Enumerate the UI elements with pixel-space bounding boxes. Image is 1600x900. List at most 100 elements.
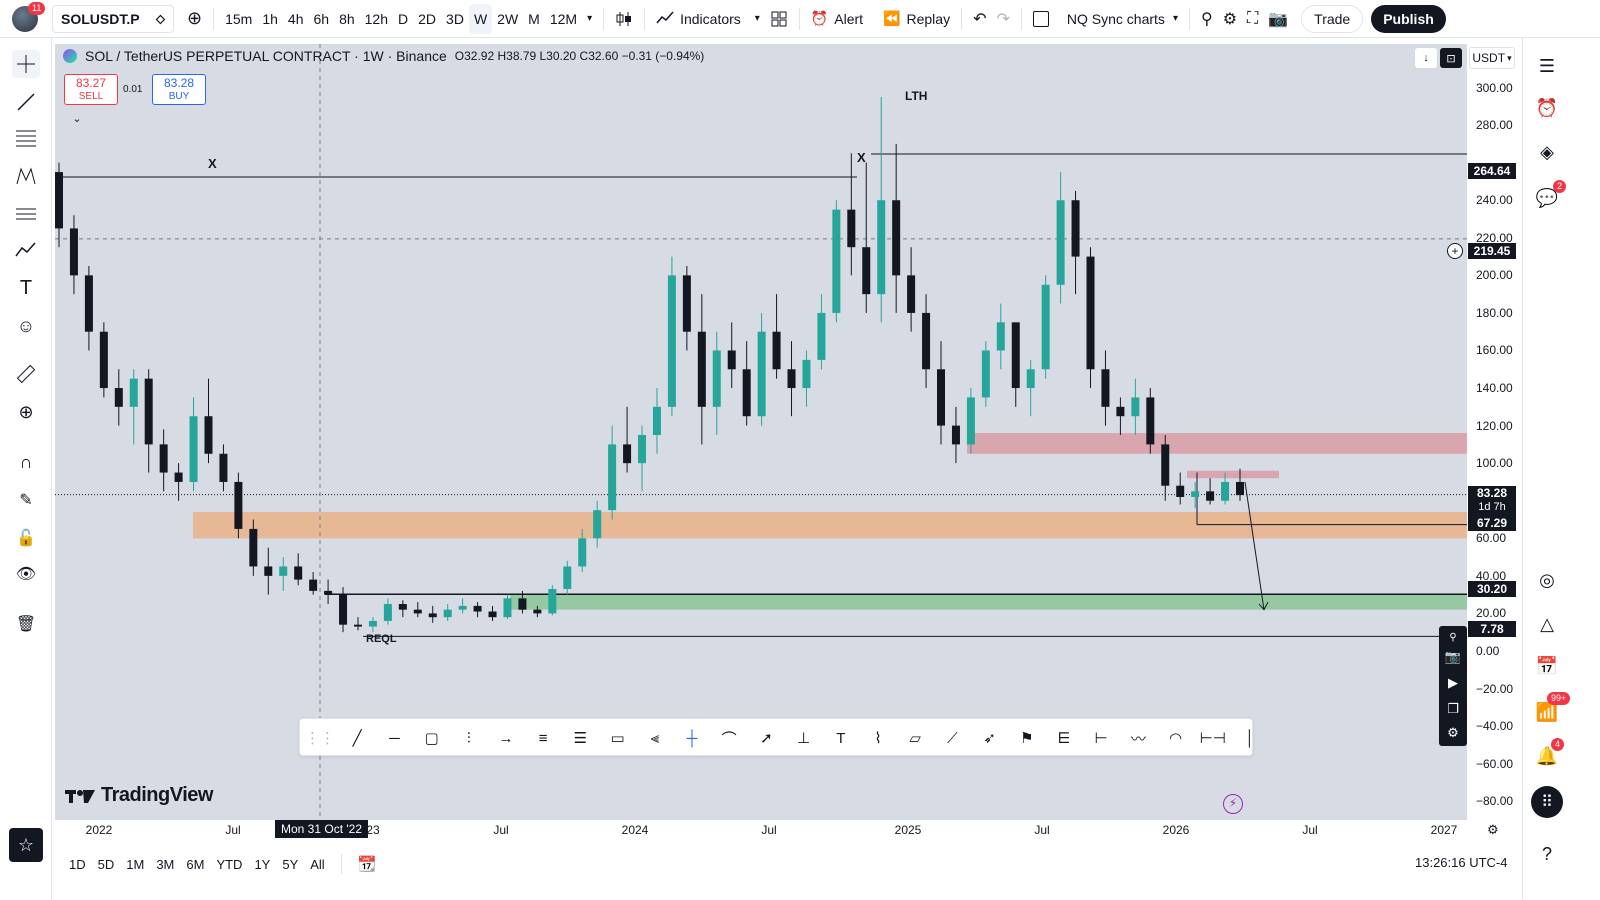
lightning-icon[interactable]: ⚡: [1223, 794, 1243, 814]
chat-icon[interactable]: 💬 2: [1531, 180, 1567, 214]
layout-checkbox[interactable]: [1028, 4, 1054, 34]
zoom-icon[interactable]: ⊕: [18, 401, 34, 422]
emoji-icon[interactable]: ☺: [16, 315, 36, 336]
settings-icon[interactable]: ⚙: [1222, 10, 1238, 28]
grip-icon[interactable]: ⋮⋮: [305, 730, 335, 747]
range-all[interactable]: All: [310, 856, 325, 872]
video-icon[interactable]: ▶: [1448, 675, 1458, 690]
indicators-button[interactable]: Indicators: [651, 4, 746, 34]
note-icon[interactable]: ▱: [909, 730, 921, 747]
publish-button[interactable]: Publish: [1371, 4, 1446, 33]
interval-4h[interactable]: 4h: [287, 10, 304, 27]
text-icon[interactable]: T: [836, 729, 846, 747]
arrow-icon[interactable]: ➚: [760, 730, 773, 747]
range-6m[interactable]: 6M: [186, 856, 205, 872]
chart-area[interactable]: X X LTH REQL SOL / TetherUS PERPETUAL CONTR…: [55, 44, 1518, 844]
interval-12h[interactable]: 12h: [364, 10, 388, 27]
chart-canvas[interactable]: X X LTH REQL: [55, 44, 1518, 844]
brush-icon[interactable]: [12, 236, 40, 264]
pattern-icon[interactable]: [12, 162, 40, 190]
trend-line-icon[interactable]: [12, 88, 40, 116]
parallel-channel-icon[interactable]: ≡: [538, 729, 548, 747]
undo-icon[interactable]: ↶: [973, 10, 987, 28]
star-icon[interactable]: ☆: [9, 828, 43, 862]
clock-label[interactable]: 13:26:16 UTC-4: [1415, 855, 1508, 870]
sync-charts-button[interactable]: NQ Sync charts ▾: [1062, 4, 1183, 34]
fib-icon[interactable]: ☰: [573, 730, 588, 747]
news-icon[interactable]: 📶 99+: [1531, 692, 1571, 728]
vertical-line-icon[interactable]: │: [1245, 729, 1255, 747]
interval-1h[interactable]: 1h: [262, 10, 278, 27]
flag-icon[interactable]: ⚑: [1020, 730, 1034, 747]
range-5y[interactable]: 5Y: [282, 856, 299, 872]
lock-icon[interactable]: 🔓: [16, 530, 36, 547]
zigzag-icon[interactable]: ⟋: [947, 729, 958, 747]
long-position-icon[interactable]: ⊢: [1094, 730, 1108, 747]
trash-icon[interactable]: 🗑: [15, 616, 37, 633]
crosshair-icon[interactable]: ┼: [686, 729, 698, 747]
interval-2d[interactable]: 2D: [418, 10, 437, 27]
alerts-clock-icon[interactable]: ⏰: [1535, 97, 1559, 118]
range-1d[interactable]: 1D: [69, 856, 86, 872]
brush-icon[interactable]: ⌇: [874, 730, 882, 747]
horizontal-line-icon[interactable]: ─: [389, 729, 400, 747]
templates-icon[interactable]: [765, 4, 793, 34]
crosshair-icon[interactable]: [12, 50, 40, 78]
fib-fan-icon[interactable]: ⋿: [1057, 730, 1071, 747]
auto-scale-icon[interactable]: ⊡: [1440, 48, 1462, 68]
callout-icon[interactable]: ▭: [610, 730, 625, 747]
camera-icon[interactable]: 📷: [1268, 10, 1289, 28]
symbol-search-button[interactable]: SOLUSDT.P ⬦: [52, 4, 174, 33]
interval-2w[interactable]: 2W: [497, 10, 519, 27]
pitchfork-icon[interactable]: ⫷: [650, 729, 660, 747]
sell-button[interactable]: 83.27 SELL: [64, 74, 118, 105]
gauge-icon[interactable]: ◎: [1539, 569, 1555, 590]
alert-button[interactable]: ⏰ Alert: [806, 4, 868, 34]
curve-icon[interactable]: ◠: [1169, 730, 1183, 747]
range-3m[interactable]: 3M: [156, 856, 175, 872]
magnet-icon[interactable]: ∩: [19, 451, 33, 472]
arrow-marker-icon[interactable]: ➶: [983, 730, 996, 747]
candles-icon[interactable]: ⫶: [466, 729, 471, 747]
date-range-icon[interactable]: ⊢⊣: [1199, 730, 1226, 747]
scroll-down-icon[interactable]: ↓: [1415, 48, 1437, 68]
interval-15m[interactable]: 15m: [225, 10, 253, 27]
date-range-icon[interactable]: 📆: [357, 856, 377, 873]
range-5d[interactable]: 5D: [97, 856, 115, 872]
fib-lines-icon[interactable]: [12, 124, 40, 152]
range-1m[interactable]: 1M: [126, 856, 145, 872]
redo-icon[interactable]: ↷: [996, 10, 1010, 28]
range-ytd[interactable]: YTD: [216, 856, 243, 872]
interval-8h[interactable]: 8h: [339, 10, 355, 27]
candle-type-icon[interactable]: [610, 4, 638, 34]
fullscreen-icon[interactable]: ⛶: [1247, 9, 1259, 27]
add-symbol-icon[interactable]: ⊕: [187, 8, 203, 28]
bell-icon[interactable]: 🔔 4: [1531, 738, 1565, 772]
chevron-down-icon[interactable]: ▾: [754, 13, 760, 24]
interval-w[interactable]: W: [468, 3, 493, 34]
interval-3d[interactable]: 3D: [446, 10, 464, 27]
interval-d[interactable]: D: [398, 10, 409, 27]
crosshair-add-icon[interactable]: +: [1447, 243, 1463, 259]
interval-6h[interactable]: 6h: [313, 10, 330, 27]
calendar-icon[interactable]: 📅: [1535, 655, 1559, 676]
line-icon[interactable]: ╱: [352, 730, 362, 747]
diamond-icon[interactable]: ⬦: [155, 10, 165, 26]
chevron-down-icon[interactable]: ▾: [587, 13, 593, 24]
rectangle-icon[interactable]: ▢: [424, 730, 439, 747]
currency-select[interactable]: USDT ▾: [1469, 47, 1515, 69]
pyramid-icon[interactable]: △: [1540, 613, 1554, 634]
apps-grid-icon[interactable]: ⠿: [1531, 786, 1563, 818]
watchlist-icon[interactable]: ☰: [1538, 55, 1556, 76]
ray-icon[interactable]: →: [498, 729, 514, 747]
buy-button[interactable]: 83.28 BUY: [152, 74, 206, 105]
path-icon[interactable]: ⌒: [721, 730, 737, 748]
help-icon[interactable]: ?: [1541, 843, 1552, 864]
pin-icon[interactable]: ⚲: [1449, 631, 1457, 643]
trade-button[interactable]: Trade: [1301, 4, 1364, 33]
quick-search-icon[interactable]: ⚲: [1200, 10, 1213, 28]
eye-icon[interactable]: 👁: [15, 566, 37, 583]
ruler-icon[interactable]: [12, 360, 40, 388]
pencil-lock-icon[interactable]: ✎: [19, 492, 33, 509]
time-settings-icon[interactable]: ⚙: [1487, 822, 1499, 837]
